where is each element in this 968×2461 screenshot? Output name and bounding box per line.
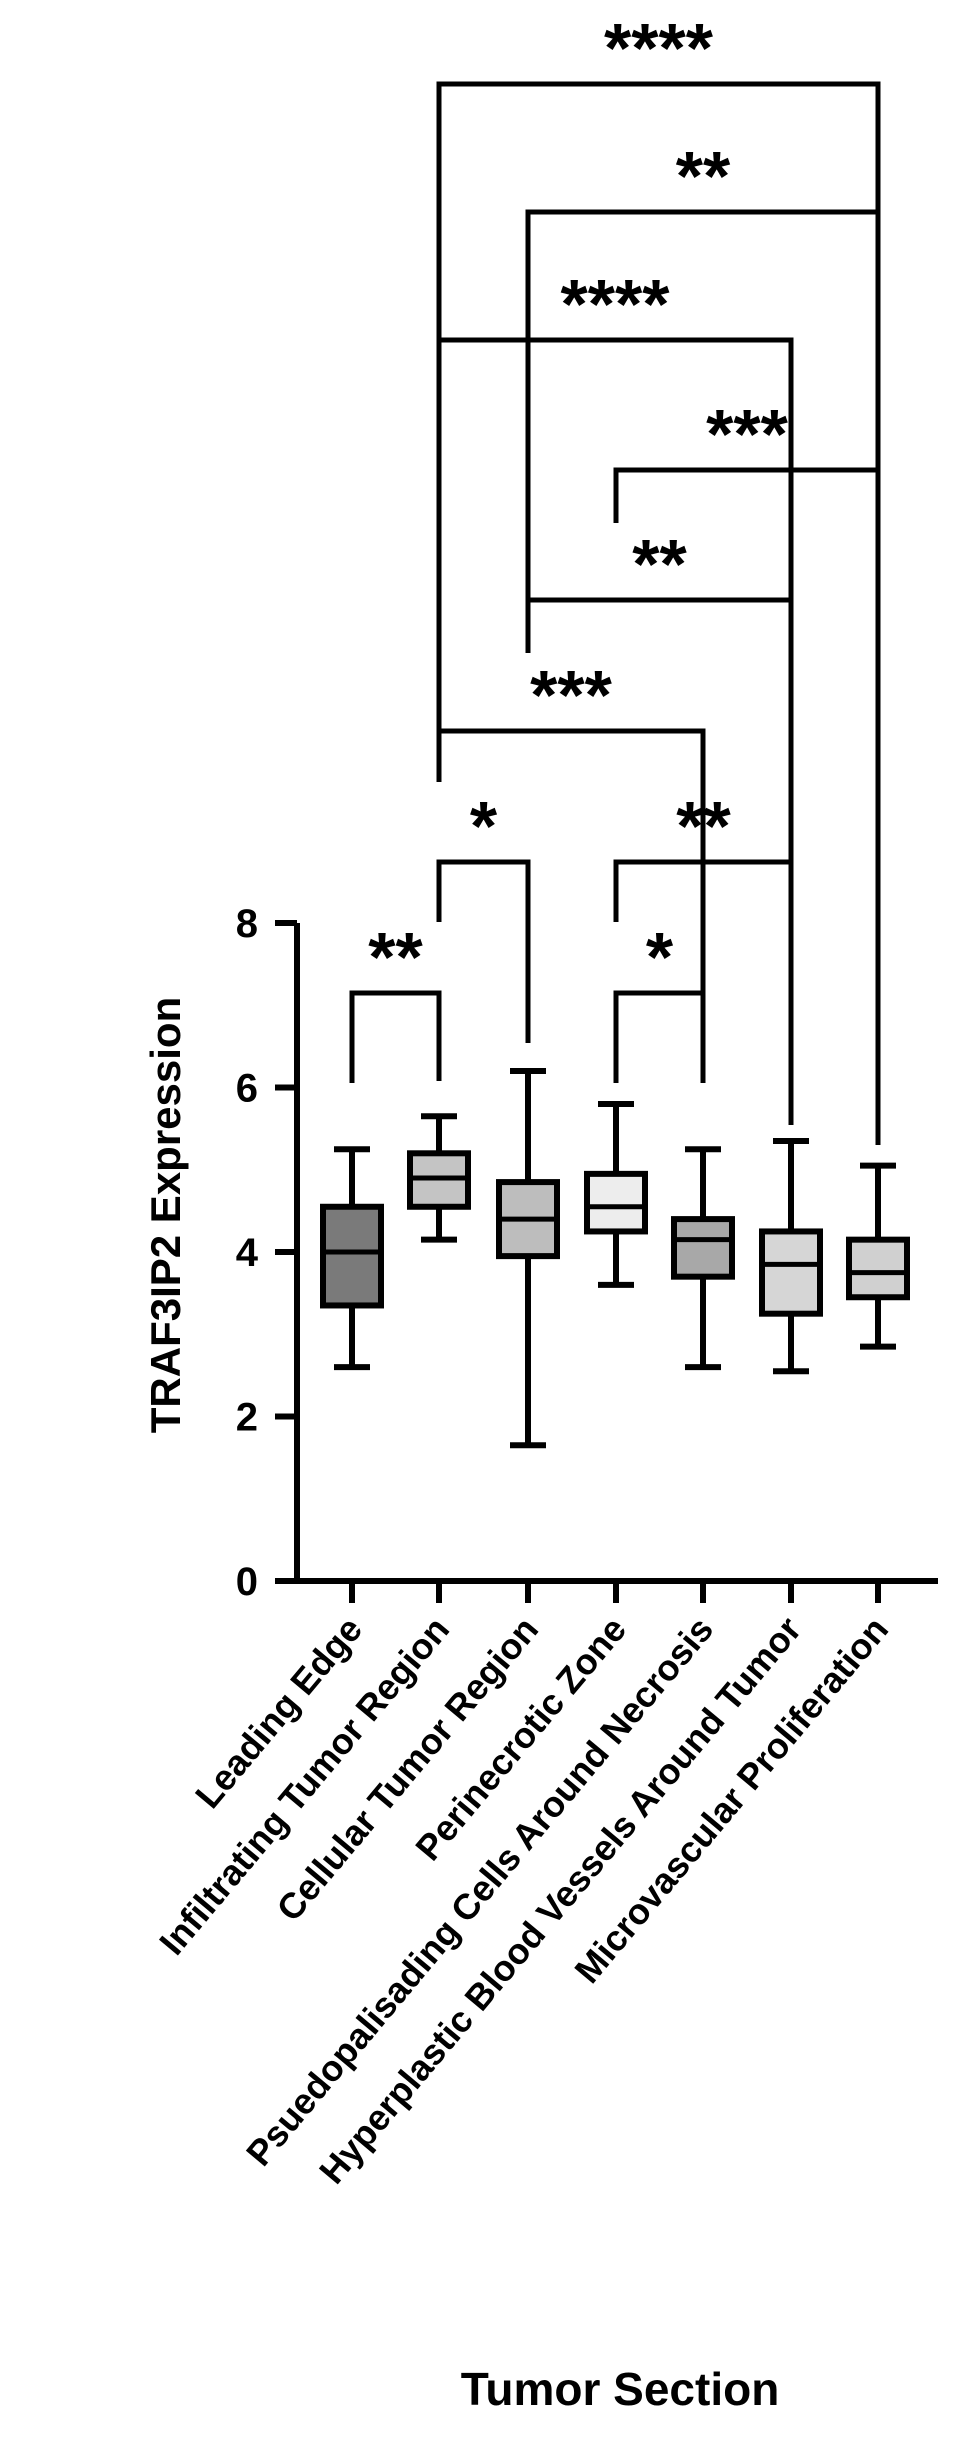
y-tick-label: 8: [236, 902, 258, 946]
y-tick-label: 6: [236, 1067, 258, 1111]
y-ticks: 0 2 4 6 8: [236, 902, 297, 1604]
significance-label: ***: [706, 395, 788, 473]
box-4: [584, 1100, 648, 1288]
significance-label: ***: [530, 656, 612, 734]
x-axis-title: Tumor Section: [461, 2363, 780, 2415]
significance-bracket: *: [613, 918, 706, 1083]
box-iqr: [846, 1236, 910, 1301]
significance-label: ****: [604, 9, 714, 87]
significance-bracket: *: [436, 787, 531, 1043]
box-iqr: [671, 1216, 735, 1280]
significance-bracket: ***: [436, 656, 706, 1083]
significance-brackets: ************************: [349, 9, 881, 1145]
box-1: [320, 1146, 384, 1371]
box-series: [320, 1068, 910, 1449]
box-iqr: [759, 1228, 823, 1317]
significance-bracket: **: [525, 525, 794, 1125]
bracket-line: [613, 467, 881, 1145]
bracket-line: [436, 859, 531, 1043]
box-3: [496, 1068, 560, 1449]
bracket-line: [613, 990, 706, 1083]
significance-bracket: ** **: [436, 9, 881, 782]
box-5: [671, 1146, 735, 1371]
box-7: [846, 1162, 910, 1350]
y-tick-label: 0: [236, 1560, 258, 1604]
significance-label: *: [470, 787, 498, 865]
bracket-line: [525, 209, 881, 653]
y-tick-label: 2: [236, 1396, 258, 1440]
bracket-line: [436, 81, 881, 782]
significance-bracket: **: [349, 918, 442, 1083]
significance-label: *: [646, 918, 674, 996]
significance-bracket: ***: [613, 395, 881, 1145]
box-2: [407, 1113, 471, 1243]
box-iqr: [584, 1170, 648, 1235]
significance-bracket: ****: [436, 265, 794, 862]
box-6: [759, 1137, 823, 1375]
significance-label: ****: [561, 265, 671, 343]
significance-label: **: [368, 918, 423, 996]
bracket-line: [436, 728, 706, 1083]
bracket-line: [349, 990, 442, 1083]
y-tick-label: 4: [236, 1231, 259, 1275]
significance-label: **: [676, 137, 731, 215]
significance-label: **: [632, 525, 687, 603]
significance-bracket: **: [525, 137, 881, 653]
box-iqr: [320, 1203, 384, 1309]
y-axis-title: TRAF3IP2 Expression: [142, 997, 189, 1433]
